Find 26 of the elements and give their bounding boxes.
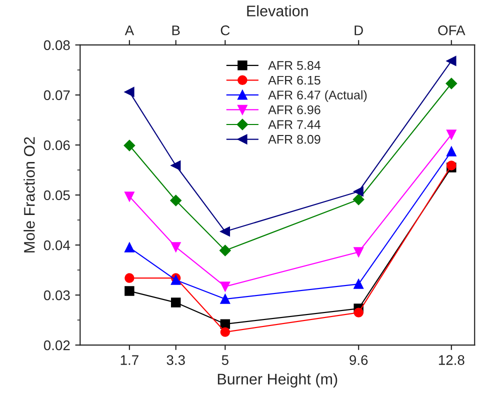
annotation: OFA [438,25,466,36]
y-tick-label: 0.02 [44,340,70,350]
annotation: B [172,26,180,36]
y-axis-title: Mole Fraction O2 [24,137,35,252]
legend-label: AFR 5.84 [268,61,320,70]
y-tick-label: 0.07 [44,90,70,100]
legend-label: AFR 7.44 [268,120,320,129]
x-tick-label: 1.7 [120,355,138,365]
y-tick-label: 0.04 [44,240,70,250]
legend-label: AFR 6.47 (Actual) [268,90,367,102]
x-tick-label: 3.3 [166,355,185,365]
y-tick-label: 0.06 [44,140,70,150]
legend-label: AFR 6.96 [268,105,320,114]
legend-label: AFR 6.15 [268,76,320,85]
legend-label: AFR 8.09 [268,134,320,144]
y-tick-label: 0.08 [44,40,70,50]
text: Elevation [247,5,308,16]
y-tick-label: 0.05 [44,190,70,200]
annotation: C [220,25,230,36]
x-tick-label: 5 [222,355,228,365]
annotation: D [354,26,363,36]
annotation: A [124,26,134,36]
x-tick-label: 9.6 [350,355,368,365]
x-axis-title: Burner Height (m) [218,373,338,388]
y-tick-label: 0.03 [44,290,70,300]
x-tick-label: 12.8 [438,355,464,365]
